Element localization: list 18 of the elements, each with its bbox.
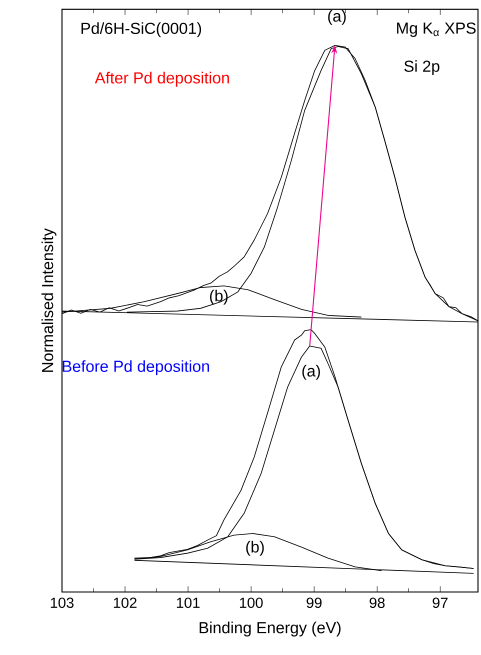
annotation: (b) [210, 290, 228, 305]
x-tick-label: 99 [306, 598, 322, 608]
text: (a) [328, 10, 346, 25]
x-tick-label: 102 [114, 598, 137, 608]
annotation: (b) [246, 540, 264, 556]
annotation: Before Pd deposition [62, 360, 209, 376]
x-tick-label: 101 [176, 598, 200, 608]
x-axis-title: Binding Energy (eV) [200, 622, 341, 636]
x-tick-label: 100 [240, 598, 263, 608]
x-tick-label: 98 [370, 598, 385, 608]
annotation: Si 2p [404, 60, 440, 76]
x-tick-label: 97 [432, 598, 448, 608]
x-tick-label: 103 [50, 598, 74, 608]
y-axis-title: Normalised Intensity [41, 228, 56, 372]
annotation: (a) [302, 364, 320, 380]
text: Pd/6H-SiC(0001) [82, 22, 202, 38]
annotation: After Pd deposition [94, 72, 229, 87]
text: Mg K$_{α}$ XPS [397, 22, 476, 37]
